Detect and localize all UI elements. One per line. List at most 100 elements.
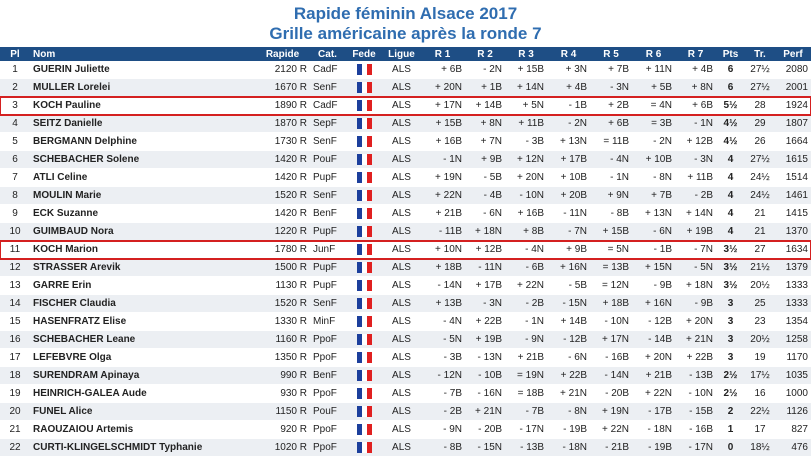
- flag-icon: [356, 171, 372, 183]
- table-cell: - 11B: [420, 222, 465, 241]
- table-cell: + 10B: [547, 168, 590, 187]
- flag-cell: [345, 294, 383, 313]
- table-row: 17 LEFEBVRE Olga 1350 R PpoF ALS - 3B - 13N + 2…: [0, 348, 811, 367]
- table-cell: + 7B: [590, 61, 632, 79]
- table-cell: - 16B: [590, 348, 632, 367]
- flag-icon: [356, 441, 372, 453]
- table-cell: 3: [0, 96, 30, 115]
- table-row: 9 ECK Suzanne 1420 R BenF ALS + 21B - 6N + 16B -…: [0, 204, 811, 223]
- table-cell: PpoF: [310, 348, 345, 367]
- table-cell: + 19N: [420, 168, 465, 187]
- table-cell: + 21B: [632, 366, 675, 385]
- table-cell: 3½: [716, 276, 745, 295]
- table-cell: 1807: [775, 114, 811, 133]
- table-cell: - 12B: [547, 330, 590, 349]
- table-cell: 21½: [745, 258, 775, 277]
- flag-cell: [345, 330, 383, 349]
- table-cell: CadF: [310, 61, 345, 79]
- flag-icon: [356, 351, 372, 363]
- table-cell: + 17B: [547, 150, 590, 169]
- table-row: 2 MULLER Lorelei 1670 R SenF ALS + 20N + 1B + 1…: [0, 78, 811, 97]
- table-cell: 21: [0, 420, 30, 439]
- table-cell: + 11B: [505, 114, 547, 133]
- table-cell: - 2B: [505, 294, 547, 313]
- table-cell: 10: [0, 222, 30, 241]
- column-header: R 1: [420, 47, 465, 61]
- table-cell: ALS: [383, 186, 420, 205]
- table-cell: STRASSER Arevik: [30, 258, 255, 277]
- table-cell: - 2N: [547, 114, 590, 133]
- table-cell: BenF: [310, 366, 345, 385]
- table-cell: - 2B: [675, 186, 716, 205]
- table-cell: + 9B: [547, 240, 590, 259]
- flag-icon: [356, 405, 372, 417]
- table-cell: - 6N: [632, 222, 675, 241]
- flag-icon: [356, 279, 372, 291]
- table-cell: - 19B: [632, 438, 675, 457]
- table-cell: 0: [716, 438, 745, 457]
- column-header: Fede: [345, 47, 383, 61]
- column-header: Rapide: [255, 47, 310, 61]
- table-cell: + 2B: [590, 96, 632, 115]
- table-cell: MinF: [310, 312, 345, 331]
- column-header: Pts: [716, 47, 745, 61]
- table-cell: + 16N: [547, 258, 590, 277]
- table-cell: 19: [745, 348, 775, 367]
- table-cell: - 7B: [420, 384, 465, 403]
- table-cell: 1870 R: [255, 114, 310, 133]
- table-cell: PpoF: [310, 384, 345, 403]
- table-cell: - 8N: [632, 168, 675, 187]
- table-cell: 1634: [775, 240, 811, 259]
- table-cell: ALS: [383, 132, 420, 151]
- table-cell: KOCH Marion: [30, 240, 255, 259]
- table-cell: 1924: [775, 96, 811, 115]
- flag-cell: [345, 276, 383, 295]
- table-cell: 17: [745, 420, 775, 439]
- table-cell: - 11N: [465, 258, 505, 277]
- flag-icon: [356, 135, 372, 147]
- table-cell: + 12B: [465, 240, 505, 259]
- table-cell: - 18N: [632, 420, 675, 439]
- table-cell: 1520 R: [255, 186, 310, 205]
- table-cell: 4: [716, 168, 745, 187]
- table-cell: PpoF: [310, 330, 345, 349]
- table-cell: 2001: [775, 78, 811, 97]
- table-cell: 2½: [716, 384, 745, 403]
- table-cell: + 21N: [675, 330, 716, 349]
- table-cell: 1370: [775, 222, 811, 241]
- table-cell: 4½: [716, 114, 745, 133]
- column-header: Tr.: [745, 47, 775, 61]
- table-cell: 2120 R: [255, 61, 310, 79]
- table-cell: 1664: [775, 132, 811, 151]
- table-cell: + 4B: [547, 78, 590, 97]
- table-cell: 17½: [745, 366, 775, 385]
- table-cell: 1780 R: [255, 240, 310, 259]
- table-cell: SenF: [310, 186, 345, 205]
- table-cell: - 9N: [420, 420, 465, 439]
- flag-cell: [345, 312, 383, 331]
- table-cell: + 1B: [465, 78, 505, 97]
- table-cell: GUERIN Juliette: [30, 61, 255, 79]
- column-header: R 7: [675, 47, 716, 61]
- table-cell: + 21B: [505, 348, 547, 367]
- table-cell: 6: [716, 78, 745, 97]
- table-cell: = 3B: [632, 114, 675, 133]
- flag-icon: [356, 189, 372, 201]
- table-cell: + 11N: [632, 61, 675, 79]
- table-cell: 4: [716, 222, 745, 241]
- table-cell: = 18B: [505, 384, 547, 403]
- flag-icon: [356, 81, 372, 93]
- table-cell: + 19B: [465, 330, 505, 349]
- table-cell: 1130 R: [255, 276, 310, 295]
- table-cell: + 16N: [632, 294, 675, 313]
- table-cell: - 3N: [675, 150, 716, 169]
- table-cell: - 1N: [590, 168, 632, 187]
- table-cell: 20: [0, 402, 30, 421]
- flag-cell: [345, 96, 383, 115]
- table-cell: ALS: [383, 384, 420, 403]
- flag-icon: [356, 333, 372, 345]
- table-cell: + 20N: [505, 168, 547, 187]
- table-cell: + 5N: [505, 96, 547, 115]
- table-cell: SCHEBACHER Solene: [30, 150, 255, 169]
- table-cell: + 22B: [547, 366, 590, 385]
